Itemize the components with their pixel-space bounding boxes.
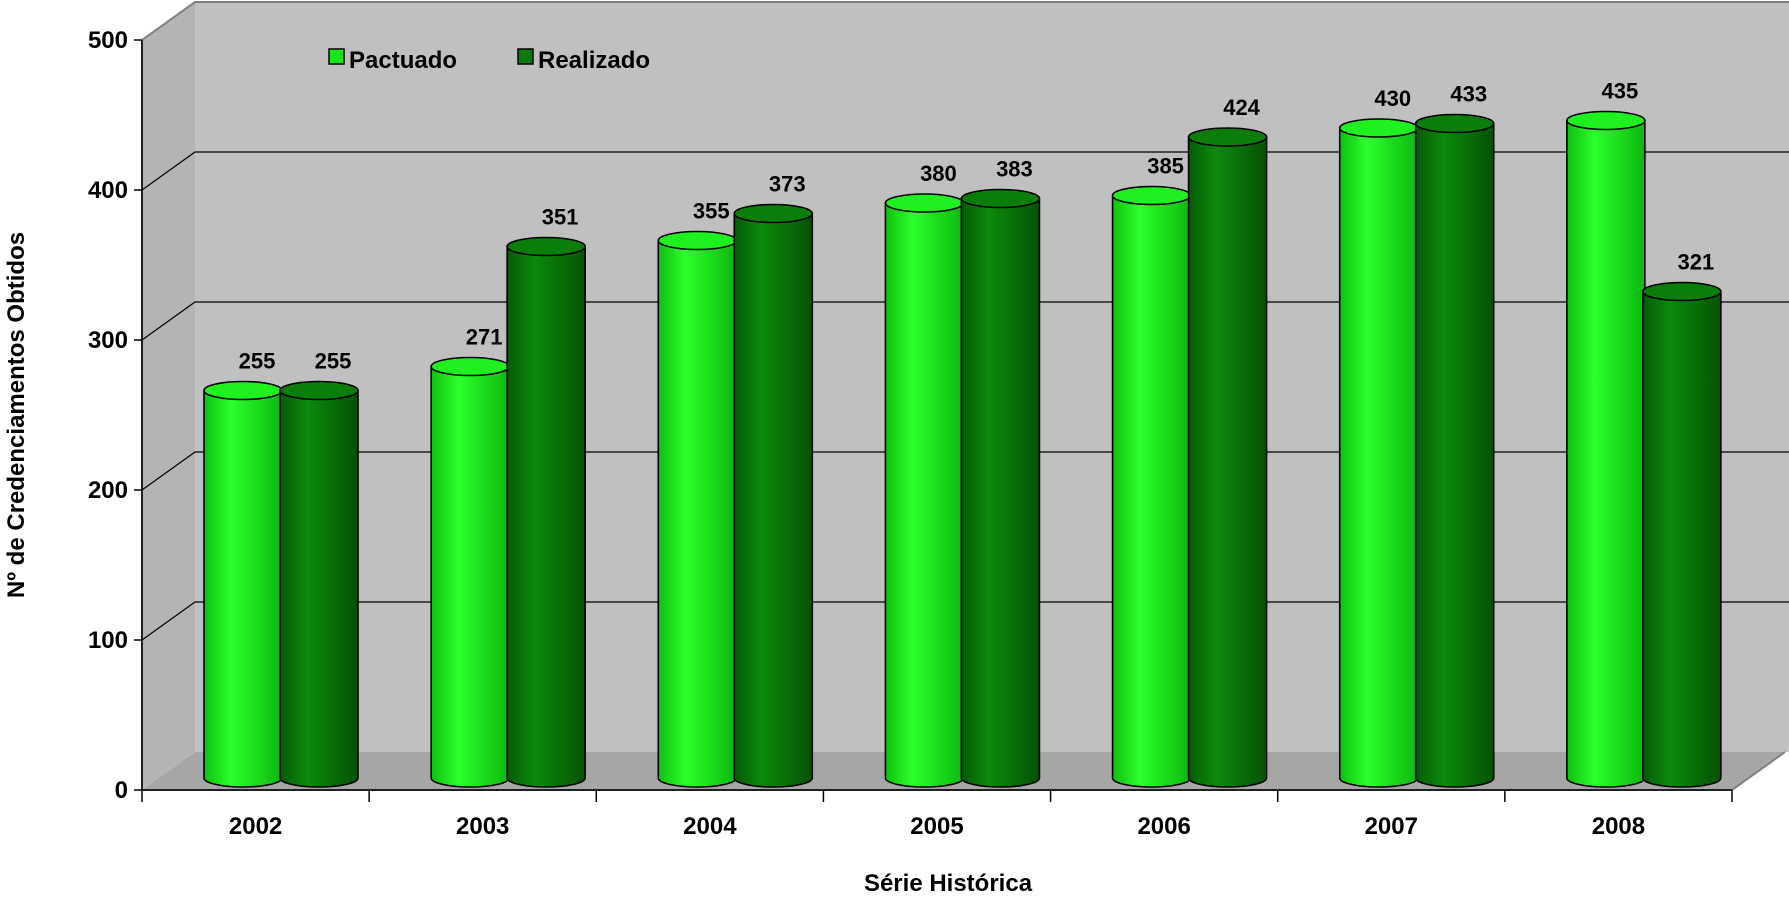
bar-pactuado	[203, 389, 283, 788]
bar-top-realizado	[1642, 281, 1722, 302]
x-axis-title: Série Histórica	[864, 870, 1033, 897]
y-axis-title: Nº de Credenciamentos Obtidos	[3, 232, 30, 598]
bar-pactuado	[657, 239, 738, 788]
x-axis: 2002 2003 2004 2005 2006 2007 2008	[141, 789, 1733, 840]
legend-swatch-pactuado	[328, 48, 345, 65]
bar-realizado	[960, 197, 1041, 788]
x-tick-label: 2008	[1592, 813, 1645, 840]
bar-realizado	[1187, 136, 1268, 788]
bar-realizado	[733, 212, 814, 788]
x-tick-label: 2004	[683, 813, 737, 840]
x-tick-label: 2002	[229, 813, 282, 840]
data-label: 351	[542, 205, 579, 230]
data-label: 435	[1601, 79, 1638, 104]
bar-top-realizado	[279, 380, 359, 401]
y-tick-label: 0	[115, 777, 128, 804]
legend-label-realizado: Realizado	[538, 47, 650, 74]
bar-top-pactuado	[1338, 118, 1419, 138]
data-label: 321	[1677, 250, 1714, 275]
x-tick-label: 2007	[1365, 813, 1418, 840]
legend: Pactuado Realizado	[328, 47, 650, 74]
bars	[203, 110, 1722, 788]
bar-top-realizado	[960, 188, 1041, 209]
y-tick-label: 100	[88, 627, 128, 654]
bar-top-pactuado	[1566, 110, 1646, 131]
data-labels: 255 255 271 351 355 373 380 383 385 424 430 433 435 3…	[239, 79, 1715, 374]
data-label: 355	[693, 199, 730, 224]
data-label: 255	[239, 349, 276, 374]
x-tick-label: 2006	[1137, 813, 1190, 840]
bar-top-realizado	[1187, 127, 1268, 147]
bar-top-pactuado	[657, 230, 738, 251]
data-label: 433	[1450, 82, 1487, 107]
bar-pactuado	[430, 365, 510, 788]
bar-realizado	[506, 245, 586, 788]
y-axis: 0 100 200 300 400 500	[88, 27, 143, 804]
legend-swatch-realizado	[517, 48, 534, 65]
bar-pactuado	[1338, 127, 1419, 788]
bar-top-realizado	[1414, 113, 1495, 134]
bar-top-realizado	[733, 203, 814, 224]
bar-realizado	[1414, 122, 1495, 788]
bar-top-pactuado	[203, 380, 283, 401]
data-label: 383	[996, 157, 1033, 182]
bar-top-pactuado	[430, 356, 510, 377]
data-label: 430	[1374, 86, 1411, 111]
y-tick-label: 200	[88, 477, 128, 504]
bar-pactuado	[1111, 194, 1192, 788]
bar-realizado	[279, 389, 359, 788]
bar-top-pactuado	[1111, 185, 1192, 206]
side-wall	[142, 2, 195, 790]
bar-top-pactuado	[884, 193, 965, 213]
y-tick-label: 300	[88, 327, 128, 354]
bar-pactuado	[884, 202, 965, 788]
x-tick-label: 2005	[910, 813, 963, 840]
bar-realizado	[1642, 290, 1722, 788]
data-label: 255	[315, 349, 352, 374]
data-label: 424	[1223, 95, 1260, 120]
data-label: 385	[1147, 154, 1184, 179]
data-label: 380	[920, 161, 957, 186]
data-label: 271	[466, 325, 503, 350]
y-tick-label: 400	[88, 177, 128, 204]
bar-pactuado	[1566, 119, 1646, 788]
legend-label-pactuado: Pactuado	[349, 47, 457, 74]
y-tick-label: 500	[88, 27, 128, 54]
x-tick-label: 2003	[456, 813, 509, 840]
data-label: 373	[769, 172, 806, 197]
bar-top-realizado	[506, 236, 586, 257]
